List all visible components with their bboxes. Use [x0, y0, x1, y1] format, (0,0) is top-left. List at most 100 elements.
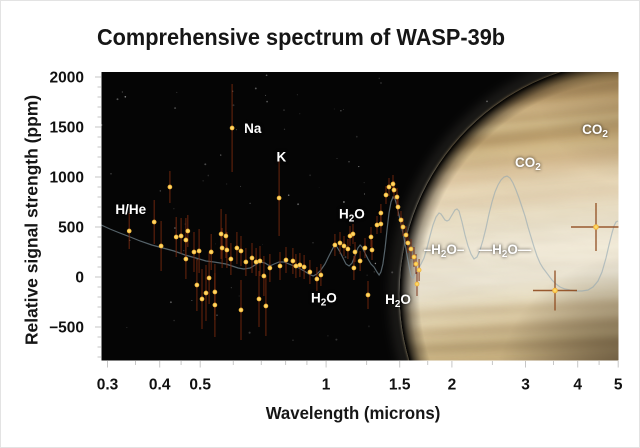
star [240, 185, 242, 187]
label-h2o-1: H2O [339, 206, 365, 224]
star [283, 109, 285, 111]
x-tick-label: 4 [573, 377, 582, 394]
data-point [238, 307, 244, 313]
data-point [203, 290, 209, 296]
planet-halo [392, 72, 563, 361]
data-point [126, 228, 132, 234]
data-point [378, 221, 384, 227]
star [312, 242, 314, 244]
data-point [414, 281, 420, 287]
y-tick-label: 500 [58, 219, 84, 236]
data-point [378, 210, 384, 216]
label-co2-1: CO2 [515, 155, 541, 173]
data-point [395, 204, 401, 210]
x-tick-label: 1.5 [389, 377, 411, 394]
star [342, 109, 344, 110]
y-tick-label: 2000 [50, 69, 84, 86]
star [265, 94, 267, 96]
data-point [301, 264, 307, 270]
label-h2o-4: –H2O– [424, 242, 465, 260]
x-axis-title: Wavelength (microns) [266, 404, 441, 423]
x-tick-label: 0.4 [149, 377, 171, 394]
star [342, 201, 345, 203]
star [220, 154, 222, 156]
y-tick-label: 1000 [50, 169, 84, 186]
data-point [212, 302, 218, 308]
star [238, 295, 240, 297]
star [235, 129, 237, 131]
star [225, 183, 228, 185]
star [374, 262, 377, 265]
data-point [416, 267, 422, 273]
data-point [390, 181, 396, 187]
star [230, 287, 232, 289]
data-point [341, 243, 347, 249]
data-point [212, 289, 218, 295]
label-h2o-3: H2O [385, 292, 411, 310]
star [232, 104, 235, 107]
model-curve [101, 175, 619, 292]
data-point [394, 194, 400, 200]
star [110, 173, 112, 175]
star [116, 98, 119, 101]
star [367, 325, 370, 328]
data-point [183, 237, 189, 243]
data-point [196, 248, 202, 254]
y-tick-label: 1500 [50, 119, 84, 136]
star [373, 271, 375, 273]
star [309, 174, 312, 177]
data-point [357, 258, 363, 264]
data-point [277, 263, 283, 269]
star [249, 202, 251, 204]
star [159, 190, 161, 192]
label-hhe: H/He [115, 202, 146, 217]
data-point [293, 263, 299, 269]
data-point [350, 231, 356, 237]
star [169, 301, 172, 304]
star [265, 74, 268, 77]
photometric-point [593, 224, 599, 230]
star [121, 91, 124, 93]
star [318, 187, 320, 188]
data-point [413, 261, 419, 267]
data-point [219, 245, 225, 251]
data-point [234, 245, 240, 251]
star [174, 227, 176, 229]
star [244, 133, 246, 135]
star [173, 208, 175, 210]
data-point [206, 275, 212, 281]
data-point [173, 234, 179, 240]
x-tick-label: 0.5 [189, 377, 211, 394]
data-point [374, 222, 380, 228]
data-point [263, 303, 269, 309]
label-co2-2: CO2 [582, 122, 608, 140]
data-point [297, 262, 303, 268]
star [174, 107, 177, 110]
data-point [391, 187, 397, 193]
star [248, 331, 251, 334]
data-point [194, 282, 200, 288]
data-point [224, 247, 230, 253]
x-tick-label: 5 [614, 377, 623, 394]
data-point [253, 259, 259, 265]
star [344, 256, 347, 259]
data-point [318, 272, 324, 278]
star [266, 100, 268, 103]
data-point [243, 259, 249, 265]
data-point [368, 234, 374, 240]
data-point [411, 254, 417, 260]
star [207, 174, 210, 177]
star [355, 135, 358, 138]
star [366, 274, 368, 276]
x-tick-label: 3 [521, 377, 530, 394]
star [378, 77, 380, 79]
star [126, 327, 128, 328]
star [292, 339, 294, 341]
star [296, 94, 298, 96]
x-tick-label: 1 [322, 377, 331, 394]
data-point [178, 233, 184, 239]
data-point [257, 258, 263, 264]
data-point [167, 184, 173, 190]
